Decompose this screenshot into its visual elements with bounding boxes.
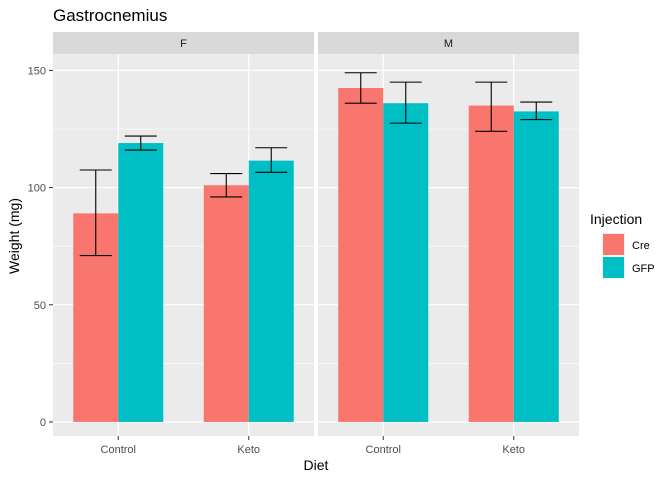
legend: Injection Cre GFP <box>590 211 655 279</box>
x-tick-label: Control <box>101 444 136 456</box>
error-bar <box>389 81 422 124</box>
error-bar <box>210 172 243 198</box>
facet-strip-label: F <box>180 38 187 50</box>
bar-cre-control <box>338 87 384 422</box>
x-tick-label: Keto <box>502 444 525 456</box>
x-tick-label: Keto <box>237 444 260 456</box>
error-bar <box>255 147 288 173</box>
legend-title: Injection <box>590 211 642 227</box>
legend-key-cre <box>603 234 624 255</box>
error-bar <box>79 169 112 257</box>
x-tick-label: Control <box>366 444 401 456</box>
y-tick-label: 100 <box>28 183 46 195</box>
y-axis-label: Weight (mg) <box>6 198 22 274</box>
legend-label-cre: Cre <box>632 240 650 252</box>
bar-cre-keto <box>203 185 249 422</box>
y-tick-label: 50 <box>34 300 46 312</box>
x-axis-label: Diet <box>304 457 329 473</box>
error-bar <box>475 81 508 132</box>
facet-m: M Control Keto <box>318 32 579 456</box>
legend-label-gfp: GFP <box>632 263 655 275</box>
facet-strip-label: M <box>444 38 453 50</box>
bar-gfp-keto <box>248 160 294 422</box>
facet-strip <box>318 32 579 54</box>
facet-panels: F Control Keto M Control Keto 0 50 100 150 <box>28 32 579 456</box>
bar-gfp-keto <box>513 111 559 422</box>
facet-f: F Control Keto <box>53 32 314 456</box>
facet-strip <box>53 32 314 54</box>
error-bar <box>344 72 377 104</box>
y-axis: 0 50 100 150 <box>28 65 53 429</box>
legend-key-gfp <box>603 257 624 278</box>
error-bar <box>520 101 553 121</box>
bar-gfp-control <box>118 143 164 422</box>
error-bar <box>124 135 157 151</box>
bar-gfp-control <box>383 103 429 422</box>
chart-title: Gastrocnemius <box>53 6 167 25</box>
y-tick-label: 150 <box>28 65 46 77</box>
bar-cre-keto <box>468 105 514 422</box>
y-tick-label: 0 <box>40 417 46 429</box>
